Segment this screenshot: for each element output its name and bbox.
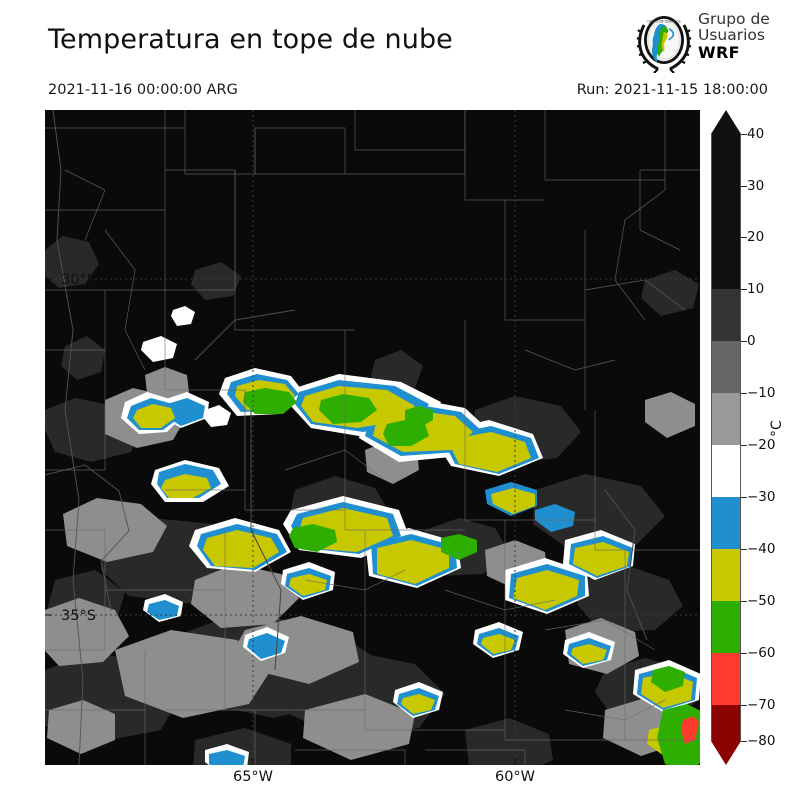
logo-line-3: WRF — [698, 42, 740, 62]
cb-tick-m10: −10 — [747, 385, 776, 401]
cb-tick-30: 30 — [747, 178, 765, 194]
cb-tick-m30: −30 — [747, 489, 776, 505]
international-border — [45, 110, 130, 765]
administrative-boundaries — [45, 110, 700, 765]
colorbar-unit-label: °C — [769, 420, 785, 437]
valid-time: 2021-11-16 00:00:00 ARG — [48, 82, 238, 98]
colorbar-gradient — [711, 110, 741, 765]
wrf-user-group-logo: GRUPO DE USUARIOS Grupo de Usuarios WRF — [636, 10, 796, 75]
cb-tick-m60: −60 — [747, 645, 776, 661]
svg-text:GRUPO DE USUARIOS: GRUPO DE USUARIOS — [647, 19, 681, 23]
cb-tick-40: 40 — [747, 126, 765, 142]
cb-tick-m80: −80 — [747, 733, 776, 749]
cb-tick-m50: −50 — [747, 593, 776, 609]
y-tick-label-30S: 30°S — [61, 272, 96, 288]
cb-tick-m20: −20 — [747, 437, 776, 453]
map-frame-ticks — [45, 278, 516, 765]
logo-line-2: Usuarios — [698, 25, 765, 44]
cb-tick-m70: −70 — [747, 697, 776, 713]
temperature-colorbar[interactable] — [711, 110, 741, 765]
cloud-red-core — [681, 716, 699, 744]
colorbar-under-arrow — [711, 741, 741, 765]
x-tick-label-60W: 60°W — [494, 769, 536, 785]
cloud-top-temperature-field — [45, 110, 700, 765]
wrf-user-group-seal-icon: GRUPO DE USUARIOS — [636, 16, 692, 73]
cloud-green-cores — [243, 388, 700, 765]
page-title: Temperatura en tope de nube — [48, 24, 453, 55]
cb-tick-m40: −40 — [747, 541, 776, 557]
colorbar-tick-labels: 40 30 20 10 0 −10 −20 −30 −40 −50 −60 −7… — [711, 110, 791, 765]
y-tick-label-35S: 35°S — [61, 608, 96, 624]
cb-tick-20: 20 — [747, 229, 765, 245]
logo-line-1: Grupo de — [698, 10, 770, 28]
x-tick-label-65W: 65°W — [232, 769, 274, 785]
cb-tick-10: 10 — [747, 281, 765, 297]
graticule-gridlines — [45, 110, 700, 765]
colorbar-over-arrow — [711, 110, 741, 134]
forecast-map-panel[interactable] — [45, 110, 700, 765]
cb-tick-0: 0 — [747, 333, 756, 349]
run-time: Run: 2021-11-15 18:00:00 — [576, 82, 768, 98]
